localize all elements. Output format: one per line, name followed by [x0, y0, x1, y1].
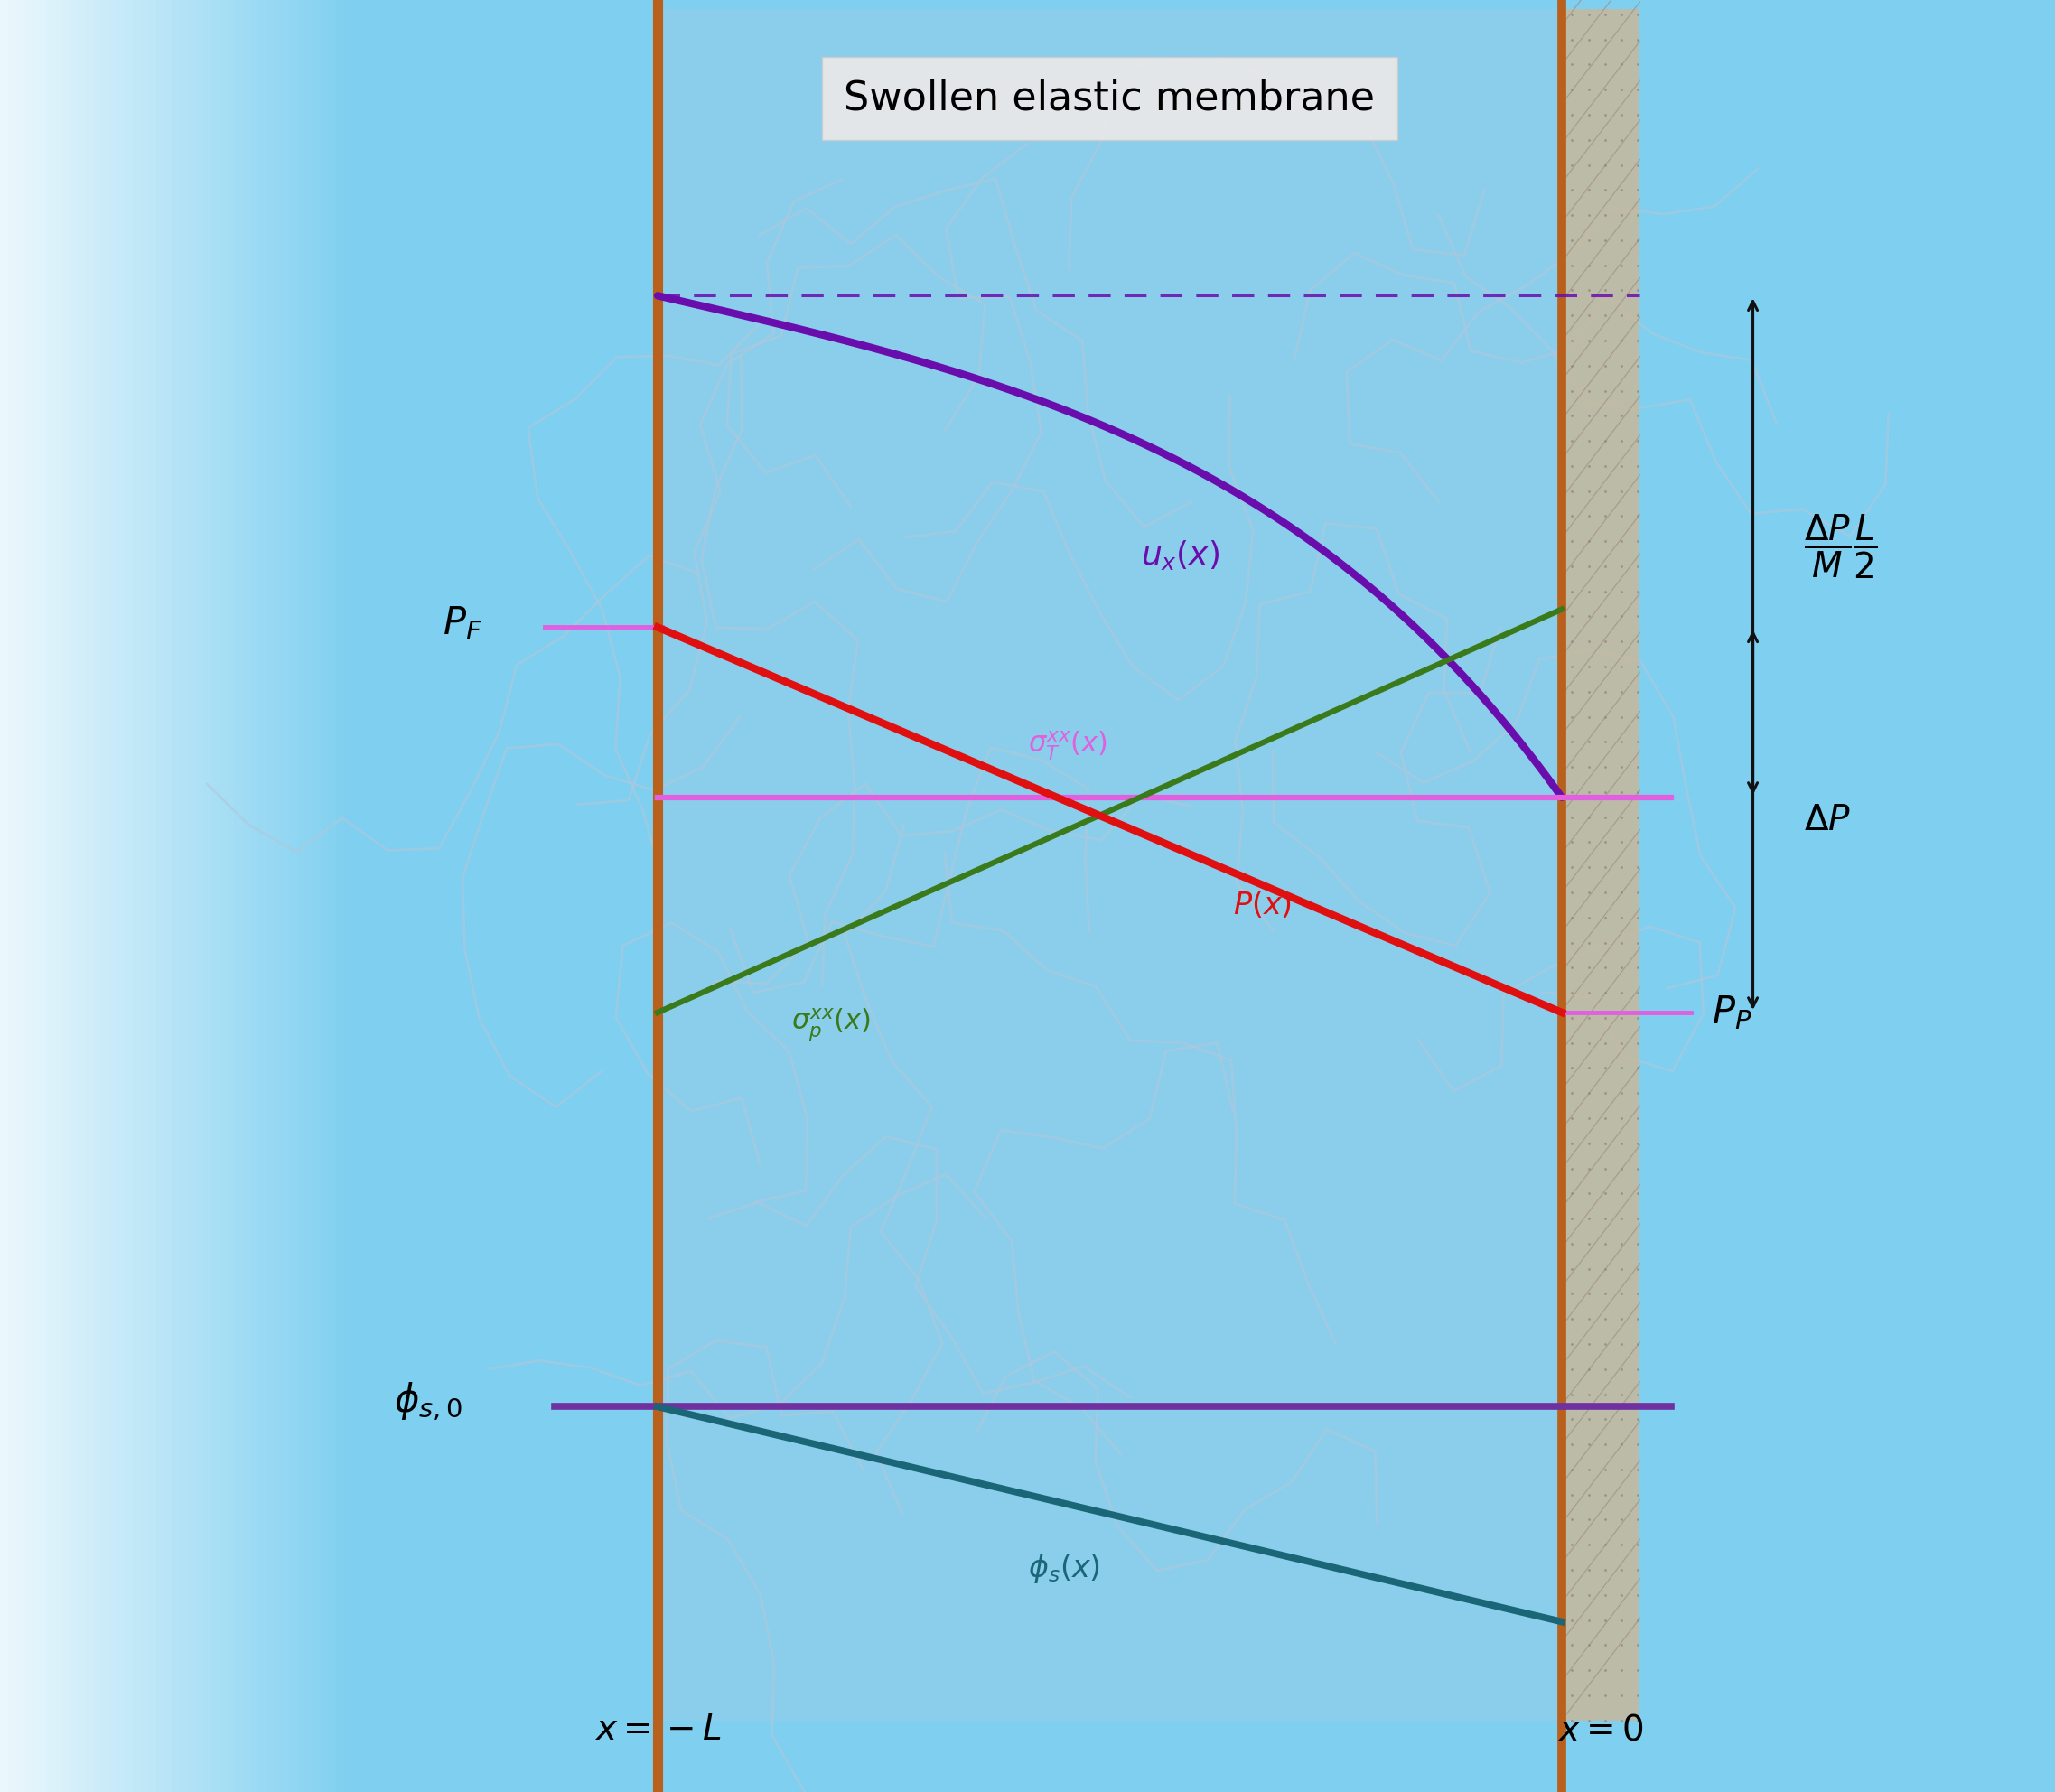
Text: $\sigma_T^{xx}(x)$: $\sigma_T^{xx}(x)$ — [1028, 729, 1108, 762]
Text: $P_P$: $P_P$ — [1712, 993, 1753, 1032]
Text: $u_x(x)$: $u_x(x)$ — [1141, 538, 1219, 572]
Text: $x = 0$: $x = 0$ — [1558, 1713, 1644, 1747]
Bar — [1562, 9, 1640, 1720]
Text: $\dfrac{\Delta P}{M}\dfrac{L}{2}$: $\dfrac{\Delta P}{M}\dfrac{L}{2}$ — [1804, 513, 1878, 581]
Text: Swollen elastic membrane: Swollen elastic membrane — [845, 79, 1375, 118]
Text: $\phi_{s,0}$: $\phi_{s,0}$ — [395, 1380, 462, 1423]
Bar — [658, 9, 1562, 1720]
Text: $\sigma_p^{xx}(x)$: $\sigma_p^{xx}(x)$ — [791, 1007, 871, 1043]
Text: $P(x)$: $P(x)$ — [1233, 889, 1293, 921]
Text: $\phi_s(x)$: $\phi_s(x)$ — [1028, 1552, 1099, 1586]
Text: $x = -L$: $x = -L$ — [594, 1713, 721, 1747]
Text: $\Delta P$: $\Delta P$ — [1804, 803, 1852, 837]
Text: $P_F$: $P_F$ — [444, 604, 483, 643]
